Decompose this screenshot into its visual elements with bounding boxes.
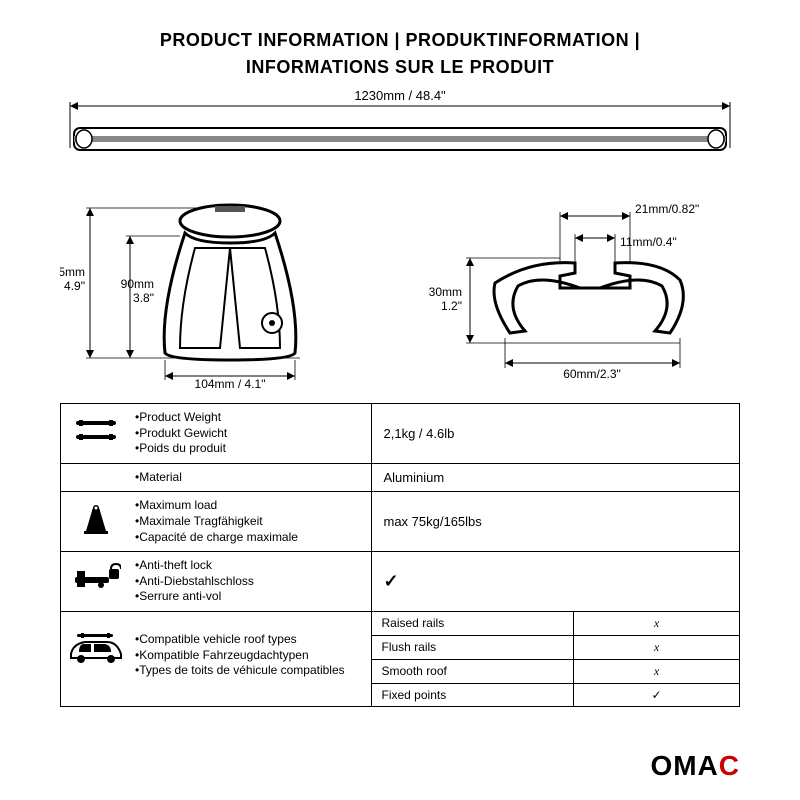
spec-table: •Product Weight •Produkt Gewicht •Poids … <box>60 403 740 707</box>
top-bar-diagram: 1230mm / 48.4" <box>60 88 740 168</box>
lock-icon <box>61 552 132 612</box>
svg-text:104mm / 4.1": 104mm / 4.1" <box>195 377 266 388</box>
foot-diagram: 125mm 4.9" 90mm 3.8" 104mm / 4.1" <box>60 188 400 388</box>
roof-val-3: ✓ <box>574 683 739 706</box>
row-roof: •Compatible vehicle roof types •Kompatib… <box>61 611 740 706</box>
weight-label-fr: •Poids du produit <box>135 441 367 457</box>
row-load: •Maximum load •Maximale Tragfähigkeit •C… <box>61 492 740 552</box>
roof-label-fr: •Types de toits de véhicule compatibles <box>135 663 367 679</box>
car-icon <box>61 611 132 706</box>
svg-text:21mm/0.82": 21mm/0.82" <box>635 202 699 216</box>
load-label-de: •Maximale Tragfähigkeit <box>135 514 367 530</box>
top-length-label: 1230mm / 48.4" <box>354 88 446 103</box>
svg-text:90mm: 90mm <box>121 277 154 291</box>
material-value: Aluminium <box>371 463 740 492</box>
lock-label-en: •Anti-theft lock <box>135 558 367 574</box>
roof-label-de: •Kompatible Fahrzeugdachtypen <box>135 648 367 664</box>
weight-icon <box>61 404 132 464</box>
weight-label-de: •Produkt Gewicht <box>135 426 367 442</box>
roof-name-0: Raised rails <box>372 612 574 636</box>
roof-val-1: x <box>574 635 739 659</box>
svg-text:125mm: 125mm <box>60 265 85 279</box>
material-label: •Material <box>135 470 367 486</box>
weight-value: 2,1kg / 4.6lb <box>371 404 740 464</box>
row-lock: •Anti-theft lock •Anti-Diebstahlschloss … <box>61 552 740 612</box>
load-label-en: •Maximum load <box>135 498 367 514</box>
roof-name-3: Fixed points <box>372 683 574 706</box>
roof-label-en: •Compatible vehicle roof types <box>135 632 367 648</box>
logo-part1: OMA <box>650 750 718 781</box>
page-title-line1: PRODUCT INFORMATION | PRODUKTINFORMATION… <box>60 30 740 51</box>
roof-name-1: Flush rails <box>372 635 574 659</box>
roof-val-0: x <box>574 612 739 636</box>
brand-logo: OMAC <box>650 750 740 782</box>
svg-text:3.8": 3.8" <box>133 291 154 305</box>
roof-subtable: Raised railsx Flush railsx Smooth roofx … <box>372 612 740 706</box>
roof-val-2: x <box>574 659 739 683</box>
svg-text:1.2": 1.2" <box>441 299 462 313</box>
load-icon <box>61 492 132 552</box>
lock-label-de: •Anti-Diebstahlschloss <box>135 574 367 590</box>
row-weight: •Product Weight •Produkt Gewicht •Poids … <box>61 404 740 464</box>
page-title-line2: INFORMATIONS SUR LE PRODUIT <box>60 57 740 78</box>
profile-diagram: 21mm/0.82" 11mm/0.4" 30mm 1.2" 60mm/ <box>400 188 740 388</box>
lock-label-fr: •Serrure anti-vol <box>135 589 367 605</box>
load-label-fr: •Capacité de charge maximale <box>135 530 367 546</box>
svg-text:4.9": 4.9" <box>64 279 85 293</box>
roof-name-2: Smooth roof <box>372 659 574 683</box>
svg-text:11mm/0.4": 11mm/0.4" <box>620 235 677 249</box>
row-material: •Material Aluminium <box>61 463 740 492</box>
logo-part2: C <box>719 750 740 781</box>
weight-label-en: •Product Weight <box>135 410 367 426</box>
svg-text:30mm: 30mm <box>429 285 462 299</box>
svg-text:60mm/2.3": 60mm/2.3" <box>563 367 621 381</box>
lock-value: ✓ <box>371 552 740 612</box>
load-value: max 75kg/165lbs <box>371 492 740 552</box>
